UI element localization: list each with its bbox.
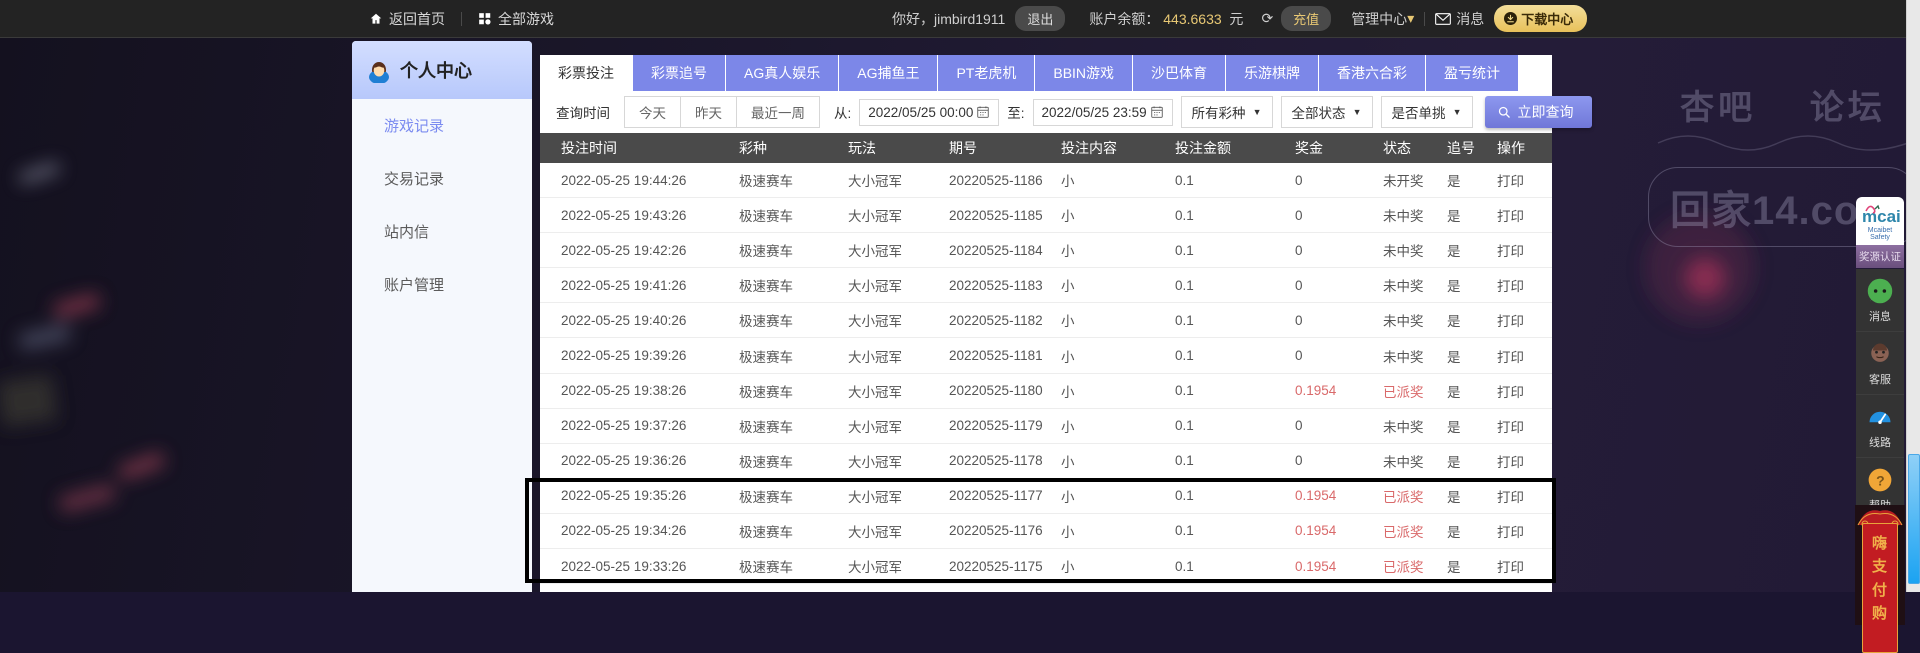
svg-text:?: ? — [1876, 472, 1885, 488]
svg-text:mcai: mcai — [1862, 207, 1900, 226]
